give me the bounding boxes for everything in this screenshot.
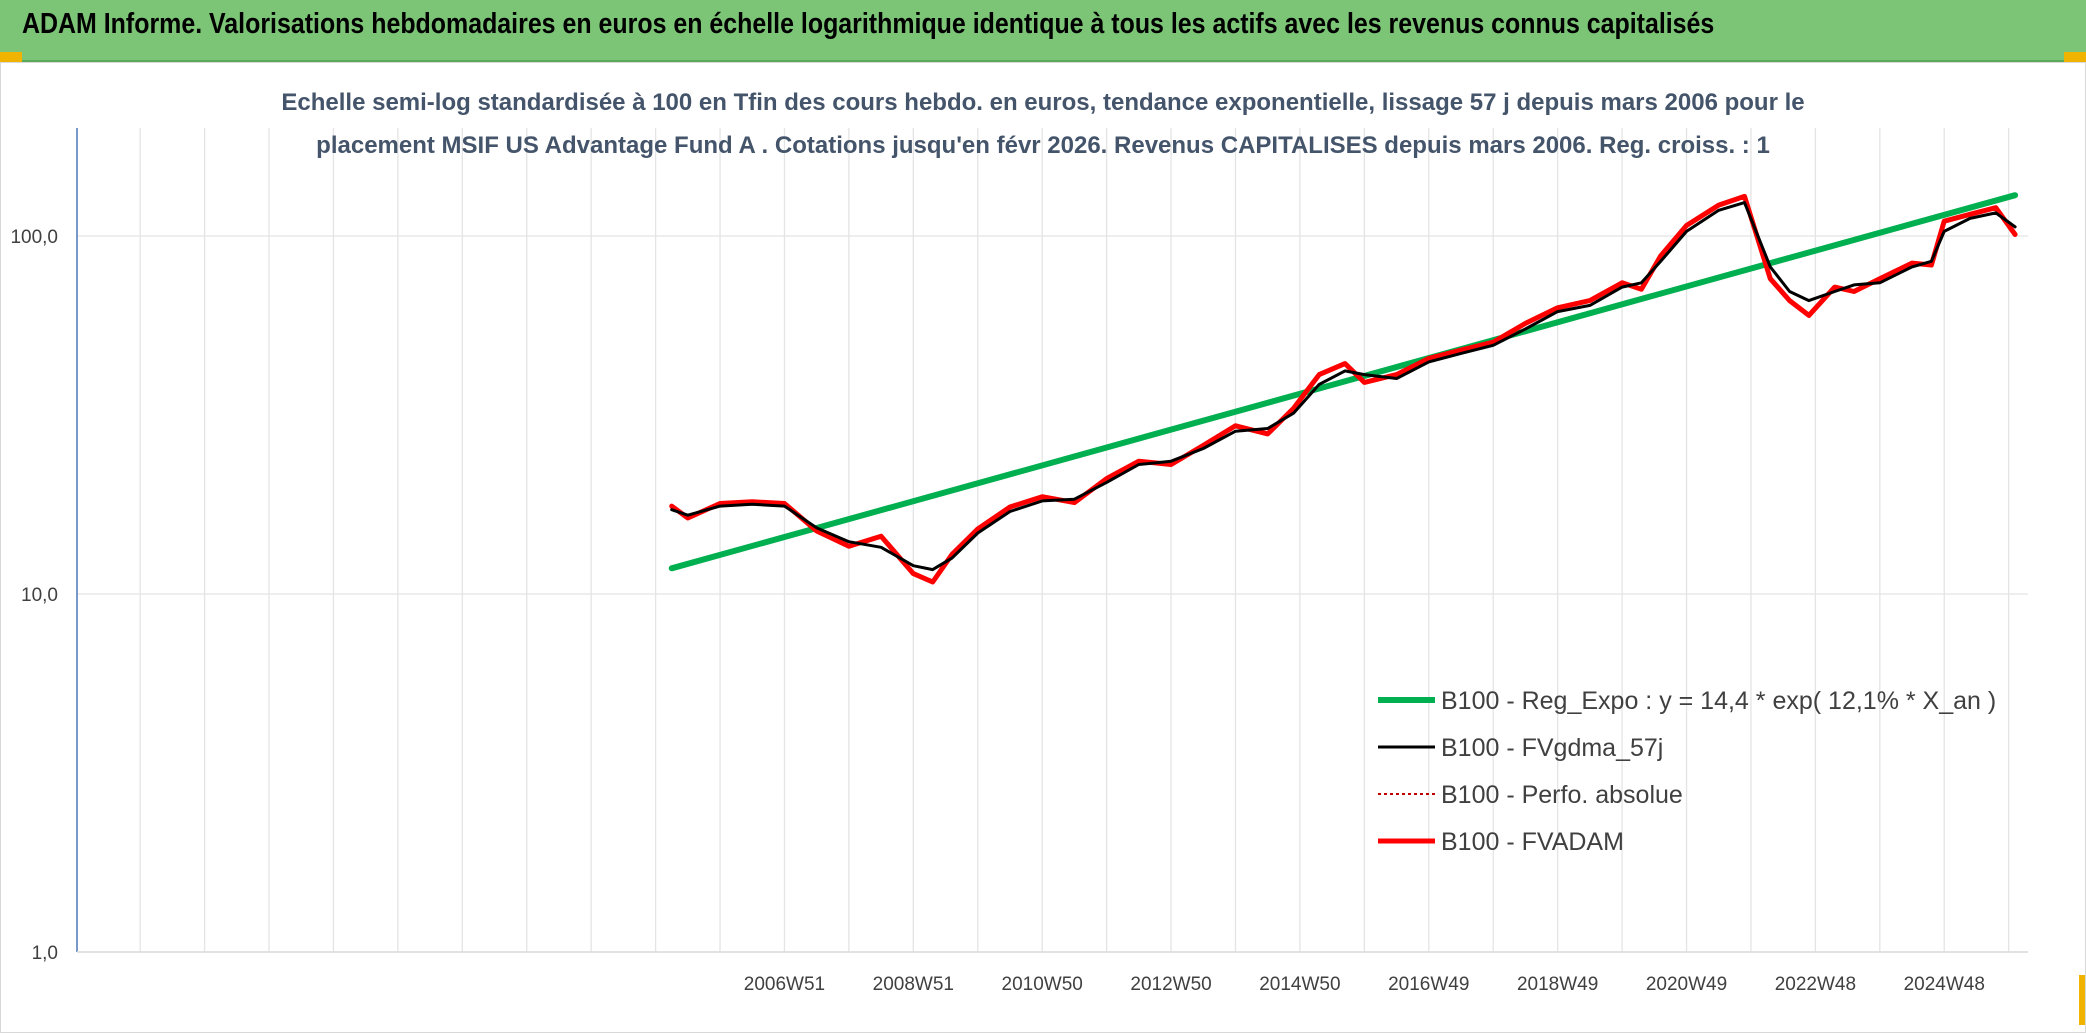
x-tick-label: 2010W50 [1002, 974, 1083, 995]
corner-accent-top-right [2064, 52, 2086, 62]
horizontal-gridlines [77, 235, 2028, 595]
x-tick-label: 2006W51 [744, 974, 825, 995]
x-tick-label: 2016W49 [1388, 974, 1469, 995]
corner-accent-top-left [0, 52, 22, 62]
legend-label: B100 - FVgdma_57j [1441, 734, 1663, 762]
chart-title-line-1: Echelle semi-log standardisée à 100 en T… [281, 89, 1804, 116]
y-tick-label: 1,0 [32, 943, 58, 964]
legend-label: B100 - Reg_Expo : y = 14,4 * exp( 12,1% … [1441, 687, 1996, 715]
x-tick-label: 2024W48 [1904, 974, 1985, 995]
chart-legend: B100 - Reg_Expo : y = 14,4 * exp( 12,1% … [1378, 687, 1996, 856]
x-tick-label: 2018W49 [1517, 974, 1598, 995]
y-tick-labels: 1,0 10,0 100,0 [10, 227, 58, 964]
vertical-gridlines [139, 128, 2010, 952]
report-header: ADAM Informe. Valorisations hebdomadaire… [0, 0, 2086, 62]
y-tick-label: 100,0 [10, 227, 58, 248]
report-title: ADAM Informe. Valorisations hebdomadaire… [22, 8, 1715, 40]
x-tick-labels: 2006W51 2008W51 2010W50 2012W50 2014W50 2016W… [744, 974, 1985, 995]
x-tick-label: 2022W48 [1775, 974, 1856, 995]
x-tick-label: 2020W49 [1646, 974, 1727, 995]
x-tick-label: 2008W51 [873, 974, 954, 995]
y-tick-label: 10,0 [21, 585, 58, 606]
x-tick-label: 2012W50 [1130, 974, 1211, 995]
legend-label: B100 - Perfo. absolue [1441, 781, 1683, 809]
series-regression-line [668, 192, 2019, 572]
series-moving-average-line [670, 201, 2017, 572]
corner-accent-right-edge [2079, 975, 2086, 1025]
series-lines [668, 192, 2019, 585]
legend-label: B100 - FVADAM [1441, 828, 1624, 856]
x-tick-label: 2014W50 [1259, 974, 1340, 995]
chart-title-line-2: placement MSIF US Advantage Fund A . Cot… [316, 132, 1770, 159]
